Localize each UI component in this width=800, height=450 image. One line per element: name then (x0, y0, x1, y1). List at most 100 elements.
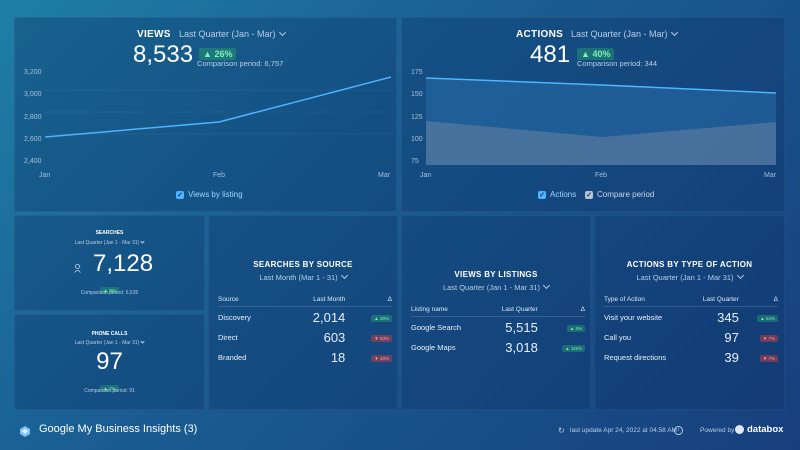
col-header-listing-name: Listing name (411, 303, 473, 317)
chevron-down-icon (670, 28, 678, 37)
actions-y-tick: 75 (411, 158, 419, 165)
views-by-listings-period-dropdown[interactable]: Last Quarter (Jan 1 - Mar 31) (402, 281, 590, 292)
actions-comparison: Comparison period: 344 (577, 59, 658, 68)
views-legend-item[interactable]: ✓ Views by listing (176, 190, 243, 199)
row-delta-badge: ▲ 64% (757, 314, 778, 322)
phone-calls-change-value: 7% (109, 386, 116, 391)
views-by-listings-title: VIEWS BY LISTINGS (454, 270, 538, 279)
row-value: 603 (323, 329, 346, 345)
phone-calls-value: 97 (96, 348, 123, 375)
actions-panel: ACTIONS Last Quarter (Jan - Mar) 481 ▲ 4… (401, 17, 785, 212)
actions-by-type-title: ACTIONS BY TYPE OF ACTION (626, 260, 753, 269)
last-update: last update Apr 24, 2022 at 04:58 AM (570, 427, 677, 434)
views-legend-label: Views by listing (188, 190, 243, 199)
searches-comparison: Comparison period: 6,535 (80, 290, 139, 296)
actions-y-tick: 125 (411, 114, 423, 121)
row-delta-badge: ▲ 29% (371, 314, 392, 322)
actions-y-tick: 100 (411, 136, 423, 143)
col-header-delta: Δ (355, 293, 392, 307)
row-value: 3,018 (505, 339, 538, 355)
databox-brand[interactable]: databox (747, 424, 784, 435)
actions-area-chart (426, 77, 777, 165)
compare-period-legend-label: Compare period (597, 190, 655, 199)
info-icon[interactable]: i (674, 426, 683, 435)
row-value: 97 (724, 329, 739, 345)
chevron-down-icon (140, 339, 145, 344)
actions-value: 481 (530, 41, 571, 68)
row-value: 345 (717, 309, 739, 325)
views-series-line (45, 76, 392, 138)
row-name: Google Search (411, 322, 462, 332)
searches-by-source-panel: SEARCHES BY SOURCE Last Month (Mar 1 - 3… (208, 215, 398, 410)
up-arrow-icon: ▲ (103, 288, 108, 293)
phone-calls-change-badge: ▲ 7% (15, 377, 204, 395)
row-value: 2,014 (312, 309, 346, 325)
table-row[interactable]: Google Search 5,515 ▲ 5% (411, 317, 585, 338)
actions-by-type-table: Type of Action Last Quarter Δ Visit your… (604, 293, 778, 367)
views-y-tick: 3,000 (24, 91, 42, 98)
row-name: Visit your website (604, 312, 663, 322)
chevron-down-icon (140, 239, 145, 244)
searches-panel: SEARCHES Last Quarter (Jan 1 - Mar 31) 7… (14, 215, 205, 311)
databox-brand-icon (735, 425, 744, 434)
col-header-last-quarter: Last Quarter (684, 293, 749, 307)
row-name: Direct (218, 332, 238, 342)
actions-x-tick: Jan (420, 172, 432, 179)
searches-by-source-period-dropdown[interactable]: Last Month (Mar 1 - 31) (209, 271, 397, 282)
actions-change-badge: ▲ 40% (577, 44, 615, 62)
views-y-tick: 2,400 (24, 158, 42, 165)
col-header-last-month: Last Month (280, 293, 356, 307)
powered-by-label: Powered by (700, 427, 735, 434)
actions-x-tick: Mar (764, 172, 777, 179)
compare-period-legend-item[interactable]: ✓ Compare period (585, 190, 654, 199)
table-row[interactable]: Direct 603 ▼ 53% (218, 327, 392, 347)
views-y-tick: 2,600 (24, 136, 42, 143)
footer-bar: Google My Business Insights (3) ↻ last u… (0, 412, 800, 450)
views-comparison: Comparison period: 6,757 (197, 59, 284, 68)
row-delta-badge: ▼ 7% (759, 334, 778, 342)
searches-change-badge: ▲ 9% (15, 279, 204, 297)
actions-by-type-period-dropdown[interactable]: Last Quarter (Jan 1 - Mar 31) (595, 271, 784, 282)
actions-series-line (426, 77, 777, 94)
dashboard-name[interactable]: Google My Business Insights (3) (39, 423, 198, 435)
databox-logo-icon (20, 424, 30, 437)
views-value: 8,533 (133, 41, 194, 68)
actions-x-tick: Feb (595, 172, 608, 179)
searches-period-dropdown[interactable]: Last Quarter (Jan 1 - Mar 31) (15, 239, 204, 246)
table-row[interactable]: Discovery 2,014 ▲ 29% (218, 307, 392, 328)
table-row[interactable]: Call you 97 ▼ 7% (604, 327, 778, 347)
phone-calls-title: PHONE CALLS (91, 331, 128, 337)
checkbox-icon[interactable]: ✓ (538, 190, 546, 199)
table-row[interactable]: Google Maps 3,018 ▲ 116% (411, 337, 585, 357)
views-change-value: 26% (214, 49, 233, 59)
row-value: 39 (724, 349, 739, 365)
chevron-down-icon (278, 28, 286, 37)
row-name: Google Maps (411, 342, 456, 352)
row-delta-badge: ▼ 7% (759, 354, 778, 362)
col-header-delta: Δ (748, 293, 778, 307)
row-name: Request directions (604, 352, 667, 362)
searches-period-label: Last Quarter (Jan 1 - Mar 31) (74, 240, 140, 246)
actions-period-label: Last Quarter (Jan - Mar) (571, 29, 668, 39)
checkbox-icon[interactable]: ✓ (585, 190, 593, 199)
actions-legend-item[interactable]: ✓ Actions (538, 190, 576, 199)
refresh-icon[interactable]: ↻ (558, 426, 565, 435)
checkbox-icon[interactable]: ✓ (176, 190, 184, 199)
searches-change-value: 9% (109, 288, 116, 293)
table-row[interactable]: Request directions 39 ▼ 7% (604, 347, 778, 367)
actions-series-area (426, 78, 776, 165)
actions-by-type-period-label: Last Quarter (Jan 1 - Mar 31) (636, 273, 734, 282)
table-row[interactable]: Branded 18 ▼ 40% (218, 347, 392, 367)
row-delta-badge: ▲ 5% (566, 324, 585, 332)
actions-y-tick: 150 (411, 91, 423, 98)
chevron-down-icon (543, 281, 551, 290)
table-row[interactable]: Visit your website 345 ▲ 64% (604, 307, 778, 328)
phone-calls-period-dropdown[interactable]: Last Quarter (Jan 1 - Mar 31) (15, 339, 204, 346)
chevron-down-icon (736, 271, 744, 280)
actions-period-dropdown[interactable]: Last Quarter (Jan - Mar) (571, 28, 678, 39)
searches-by-source-table: Source Last Month Δ Discovery 2,014 ▲ 29… (218, 293, 392, 367)
col-header-source: Source (218, 293, 280, 307)
views-x-tick: Jan (39, 172, 51, 179)
searches-by-source-period-label: Last Month (Mar 1 - 31) (259, 273, 338, 282)
views-period-dropdown[interactable]: Last Quarter (Jan - Mar) (179, 28, 286, 39)
